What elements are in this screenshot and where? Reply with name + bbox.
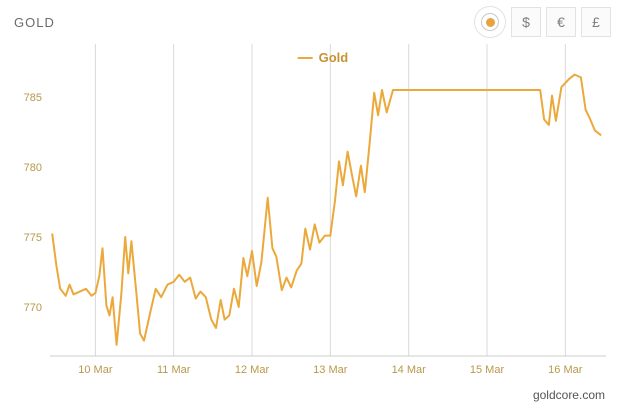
currency-usd-button[interactable]: $: [511, 7, 541, 37]
svg-text:13 Mar: 13 Mar: [313, 364, 348, 376]
svg-text:785: 785: [24, 92, 42, 104]
svg-text:12 Mar: 12 Mar: [235, 364, 270, 376]
svg-text:16 Mar: 16 Mar: [548, 364, 583, 376]
legend-line-sample-icon: [297, 56, 313, 59]
svg-text:15 Mar: 15 Mar: [470, 364, 505, 376]
currency-gbp-button[interactable]: £: [581, 7, 611, 37]
svg-text:14 Mar: 14 Mar: [392, 364, 427, 376]
legend-series-label: Gold: [318, 50, 349, 65]
svg-text:11 Mar: 11 Mar: [157, 364, 191, 376]
radio-selected-icon: [481, 13, 499, 31]
chart-area: Gold 10 Mar 11 Mar 12 Mar 13 Mar 14 Mar 15 Ma…: [0, 38, 621, 384]
currency-radio-button[interactable]: [474, 6, 506, 38]
svg-text:10 Mar: 10 Mar: [78, 364, 113, 376]
header: GOLD $ € £: [0, 0, 621, 38]
svg-text:770: 770: [24, 302, 42, 314]
page-title: GOLD: [14, 14, 55, 30]
chart-svg: 10 Mar 11 Mar 12 Mar 13 Mar 14 Mar 15 Mar 16 M…: [24, 44, 606, 376]
chart-legend[interactable]: Gold: [297, 50, 349, 65]
currency-toggle: $ € £: [474, 6, 611, 38]
svg-text:780: 780: [24, 162, 42, 174]
svg-text:775: 775: [24, 232, 42, 244]
currency-eur-button[interactable]: €: [546, 7, 576, 37]
source-credit: goldcore.com: [532, 388, 605, 402]
